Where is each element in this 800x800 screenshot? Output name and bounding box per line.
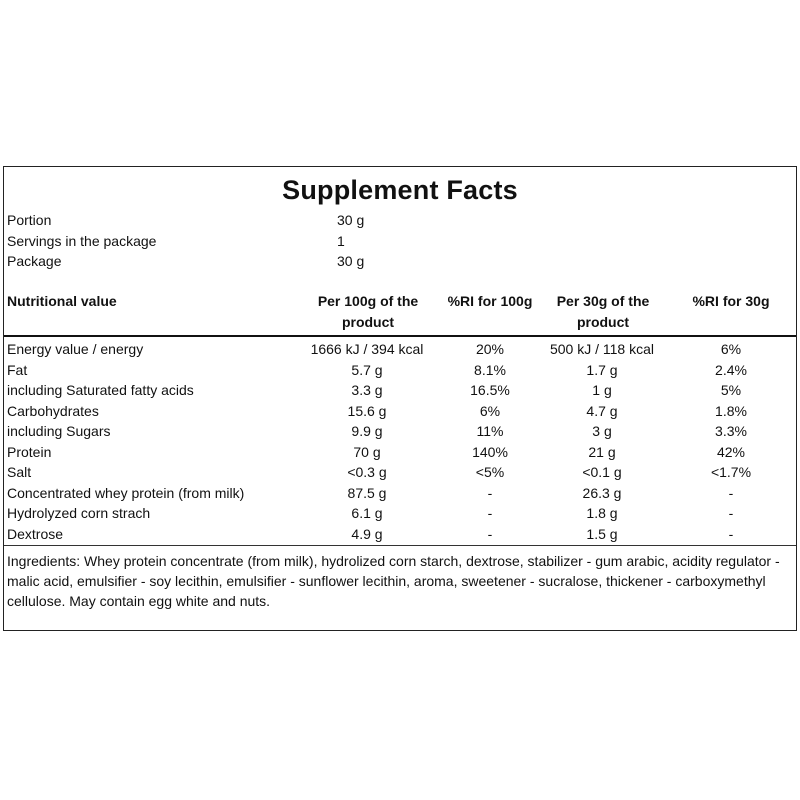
nutrient-value: <1.7%	[710, 464, 752, 480]
nutrient-value: 1.7 g	[586, 361, 618, 378]
nutrient-name: Salt	[7, 464, 32, 480]
table-row: Fat 5.7 g 8.1% 1.7 g 2.4%	[4, 360, 796, 380]
nutrient-value: 5%	[720, 382, 742, 398]
nutrient-name: Carbohydrates	[7, 402, 99, 419]
header-per-100g: Per 100g of the product	[317, 293, 419, 330]
label-title: Supplement Facts	[282, 175, 518, 205]
nutrient-value: -	[487, 484, 493, 501]
nutrient-value: 3.3%	[715, 423, 747, 439]
nutrient-name: Hydrolyzed corn strach	[7, 505, 151, 521]
nutrient-value: 5.7 g	[351, 361, 383, 378]
nutrient-value: 87.5 g	[347, 484, 387, 501]
ingredients-divider	[4, 545, 796, 546]
meta-label: Package	[7, 253, 62, 269]
supplement-facts-label: Supplement Facts Portion 30 g Servings i…	[3, 166, 797, 631]
nutrient-value: 1666 kJ / 394 kcal	[310, 341, 424, 357]
nutrient-value: 9.9 g	[351, 423, 383, 439]
header-nutritional-value: Nutritional value	[7, 293, 117, 309]
nutrient-value: 500 kJ / 118 kcal	[549, 341, 655, 357]
nutrient-value: <5%	[475, 464, 505, 480]
nutrient-value: <0.1 g	[582, 464, 622, 480]
header-ri-100g: %RI for 100g	[447, 293, 533, 309]
header-divider	[4, 335, 796, 337]
nutrient-value: 6.1 g	[351, 505, 383, 521]
nutrient-value: 3.3 g	[351, 382, 383, 398]
nutrient-value: 4.9 g	[351, 525, 383, 542]
meta-label: Portion	[7, 212, 52, 228]
nutrient-value: 21 g	[588, 443, 616, 460]
meta-label: Servings in the package	[7, 233, 157, 249]
ingredients-text: Ingredients: Whey protein concentrate (f…	[7, 553, 780, 609]
header-ri-30g: %RI for 30g	[692, 293, 770, 309]
meta-row-portion: Portion 30 g	[4, 210, 796, 230]
table-row: Concentrated whey protein (from milk) 87.…	[4, 483, 796, 503]
nutrient-value: 3 g	[592, 423, 612, 439]
table-row: including Saturated fatty acids 3.3 g 16.5…	[4, 380, 796, 400]
table-header: Nutritional value Per 100g of the produc…	[4, 291, 796, 335]
nutrient-value: 1.5 g	[586, 525, 618, 542]
table-row: Protein 70 g 140% 21 g 42%	[4, 442, 796, 462]
nutrient-name: Dextrose	[7, 525, 64, 542]
table-row: Salt <0.3 g <5% <0.1 g <1.7%	[4, 462, 796, 482]
meta-value: 1	[337, 233, 345, 249]
nutrient-value: 15.6 g	[347, 402, 387, 419]
meta-row-package: Package 30 g	[4, 251, 796, 271]
table-row: Hydrolyzed corn strach 6.1 g - 1.8 g -	[4, 503, 796, 523]
nutrient-value: 4.7 g	[586, 402, 618, 419]
table-row: Dextrose 4.9 g - 1.5 g -	[4, 524, 796, 544]
nutrient-value: -	[487, 525, 493, 542]
table-row: including Sugars 9.9 g 11% 3 g 3.3%	[4, 421, 796, 441]
nutrient-value: 8.1%	[474, 361, 506, 378]
nutrient-value: 1 g	[592, 382, 612, 398]
nutrient-value: 140%	[472, 443, 508, 460]
nutrient-value: 42%	[716, 443, 746, 460]
nutrient-value: -	[728, 525, 734, 542]
meta-value: 30 g	[337, 253, 365, 269]
nutrient-value: 6%	[720, 341, 742, 357]
nutrient-value: 1.8 g	[586, 505, 618, 521]
nutrient-value: 1.8%	[715, 402, 747, 419]
nutrient-value: 6%	[479, 402, 501, 419]
nutrient-name: Fat	[7, 361, 28, 378]
meta-value: 30 g	[337, 212, 365, 228]
nutrient-value: 26.3 g	[582, 484, 622, 501]
header-per-30g: Per 30g of the product	[556, 293, 650, 330]
nutrient-value: 2.4%	[715, 361, 747, 378]
nutrient-value: 11%	[476, 423, 504, 439]
nutrient-name: Concentrated whey protein (from milk)	[7, 484, 245, 501]
nutrient-name: Protein	[7, 443, 52, 460]
nutrient-name: including Saturated fatty acids	[7, 382, 194, 398]
table-row: Carbohydrates 15.6 g 6% 4.7 g 1.8%	[4, 401, 796, 421]
meta-row-servings: Servings in the package 1	[4, 231, 796, 251]
nutrient-value: 20%	[475, 341, 505, 357]
nutrient-value: -	[728, 484, 734, 501]
table-row: Energy value / energy 1666 kJ / 394 kcal 2…	[4, 339, 796, 359]
nutrient-value: 16.5%	[470, 382, 510, 398]
nutrient-value: -	[487, 505, 493, 521]
nutrient-value: 70 g	[353, 443, 381, 460]
nutrient-name: including Sugars	[7, 423, 111, 439]
nutrient-value: -	[728, 505, 734, 521]
nutrient-value: <0.3 g	[347, 464, 387, 480]
nutrient-name: Energy value / energy	[7, 341, 144, 357]
